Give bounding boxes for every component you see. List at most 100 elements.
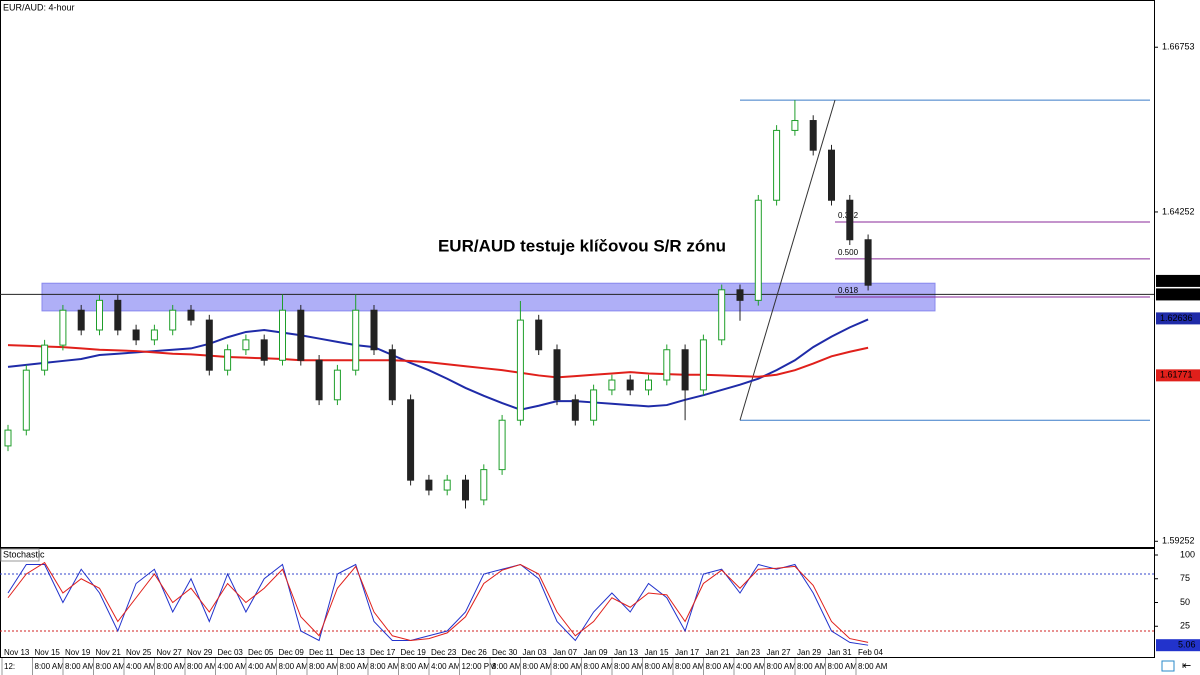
- stoch-tick-label: 75: [1180, 573, 1190, 583]
- stoch-tick-label: 50: [1180, 597, 1190, 607]
- date-label: Jan 23: [736, 648, 761, 657]
- time-label: 8:00 AM: [157, 662, 187, 671]
- time-label: 8:00 AM: [340, 662, 370, 671]
- candle-body: [809, 120, 817, 151]
- time-label: 4:00 AM: [736, 662, 766, 671]
- annotation: EUR/AUD testuje klíčovou S/R zónu: [438, 236, 726, 255]
- time-label: 8:00 AM: [279, 662, 309, 671]
- candle-body: [96, 299, 103, 331]
- footer-icons: ⇤: [1161, 660, 1191, 672]
- candle-body: [169, 309, 177, 331]
- date-label: Feb 04: [858, 648, 883, 657]
- y-tick-label: 1.64252: [1162, 206, 1195, 216]
- candle-body: [443, 479, 451, 491]
- candle-body: [773, 129, 781, 201]
- candle-body: [608, 379, 616, 391]
- date-label: Nov 15: [35, 648, 61, 657]
- date-label: Nov 19: [65, 648, 91, 657]
- date-label: Nov 25: [126, 648, 152, 657]
- price-marker: [1156, 288, 1200, 301]
- candle-body: [132, 329, 140, 341]
- date-label: Jan 17: [675, 648, 700, 657]
- stoch-marker-label: 5.06: [1178, 640, 1196, 650]
- time-label: 4:00 AM: [431, 662, 461, 671]
- candle-body: [645, 379, 652, 391]
- stoch-tick-label: 100: [1180, 549, 1195, 559]
- candle-body: [59, 309, 67, 346]
- time-label: 8:00 AM: [35, 662, 65, 671]
- candle-body: [352, 309, 360, 371]
- candle-body: [553, 349, 561, 401]
- time-label: 8:00 AM: [65, 662, 95, 671]
- time-label: 12:: [4, 662, 15, 671]
- candle-body: [370, 309, 378, 351]
- time-label: 8:00 AM: [187, 662, 217, 671]
- time-label: 8:00 AM: [767, 662, 797, 671]
- date-label: Dec 17: [370, 648, 396, 657]
- candle-body: [846, 199, 854, 241]
- price-marker-label: 1.61771: [1160, 370, 1193, 380]
- date-label: Nov 21: [96, 648, 122, 657]
- stochastic-pane: [0, 548, 1155, 658]
- stoch-marker: [1156, 639, 1200, 652]
- candle-body: [407, 399, 415, 481]
- icon: [1161, 660, 1175, 672]
- candle-body: [315, 359, 323, 401]
- candle-body: [425, 479, 433, 491]
- candle-body: [699, 339, 707, 391]
- chart-title: EUR/AUD: 4-hour: [3, 2, 75, 12]
- candle-body: [681, 349, 689, 391]
- date-label: Dec 05: [248, 648, 274, 657]
- date-label: Nov 29: [187, 648, 213, 657]
- date-label: Dec 13: [340, 648, 366, 657]
- date-label: Jan 31: [828, 648, 853, 657]
- time-label: 4:00 AM: [248, 662, 278, 671]
- y-tick-label: 1.66753: [1162, 42, 1195, 52]
- price-marker-label: 1.62636: [1160, 313, 1193, 323]
- candle-body: [663, 349, 671, 381]
- price-pane: [0, 0, 1155, 548]
- candle-body: [388, 349, 396, 401]
- candle-body: [462, 479, 469, 501]
- time-label: 8:00 AM: [492, 662, 522, 671]
- candle-body: [590, 389, 598, 421]
- time-label: 8:00 AM: [309, 662, 339, 671]
- time-label: 8:00 AM: [828, 662, 858, 671]
- time-label: 4:00 AM: [218, 662, 248, 671]
- candle-body: [571, 399, 579, 421]
- date-label: Dec 11: [309, 648, 334, 657]
- candle-body: [114, 299, 122, 331]
- date-label: Jan 27: [767, 648, 792, 657]
- candle-body: [242, 339, 250, 351]
- time-label: 8:00 AM: [797, 662, 827, 671]
- candle-body: [4, 429, 12, 447]
- trendline: [739, 99, 836, 421]
- candle-body: [864, 239, 872, 286]
- fib-label: 0.500: [838, 248, 859, 257]
- candle-body: [498, 419, 506, 471]
- price-marker-label: 1.63000: [1160, 289, 1193, 299]
- price-marker: [1156, 312, 1200, 325]
- date-label: Dec 19: [401, 648, 427, 657]
- icon: ⇤: [1182, 660, 1191, 672]
- candle-body: [754, 199, 762, 301]
- time-label: 8:00 AM: [706, 662, 736, 671]
- candle-body: [279, 309, 286, 361]
- time-label: 8:00 AM: [645, 662, 675, 671]
- stoch-tick-label: 25: [1180, 621, 1190, 631]
- price-marker: [1156, 274, 1200, 287]
- fib-label: 0.618: [838, 286, 859, 295]
- date-label: Nov 27: [157, 648, 183, 657]
- candle-body: [736, 289, 744, 301]
- candle-body: [535, 319, 543, 351]
- title-bg: [1, 1, 67, 13]
- moving-average: [7, 344, 869, 379]
- time-label: 8:00 AM: [675, 662, 705, 671]
- date-label: Dec 09: [279, 648, 305, 657]
- candle-body: [41, 344, 49, 371]
- sr-zone: [41, 282, 936, 312]
- date-label: Dec 23: [431, 648, 457, 657]
- time-label: 8:00 AM: [614, 662, 644, 671]
- candle-body: [516, 319, 524, 421]
